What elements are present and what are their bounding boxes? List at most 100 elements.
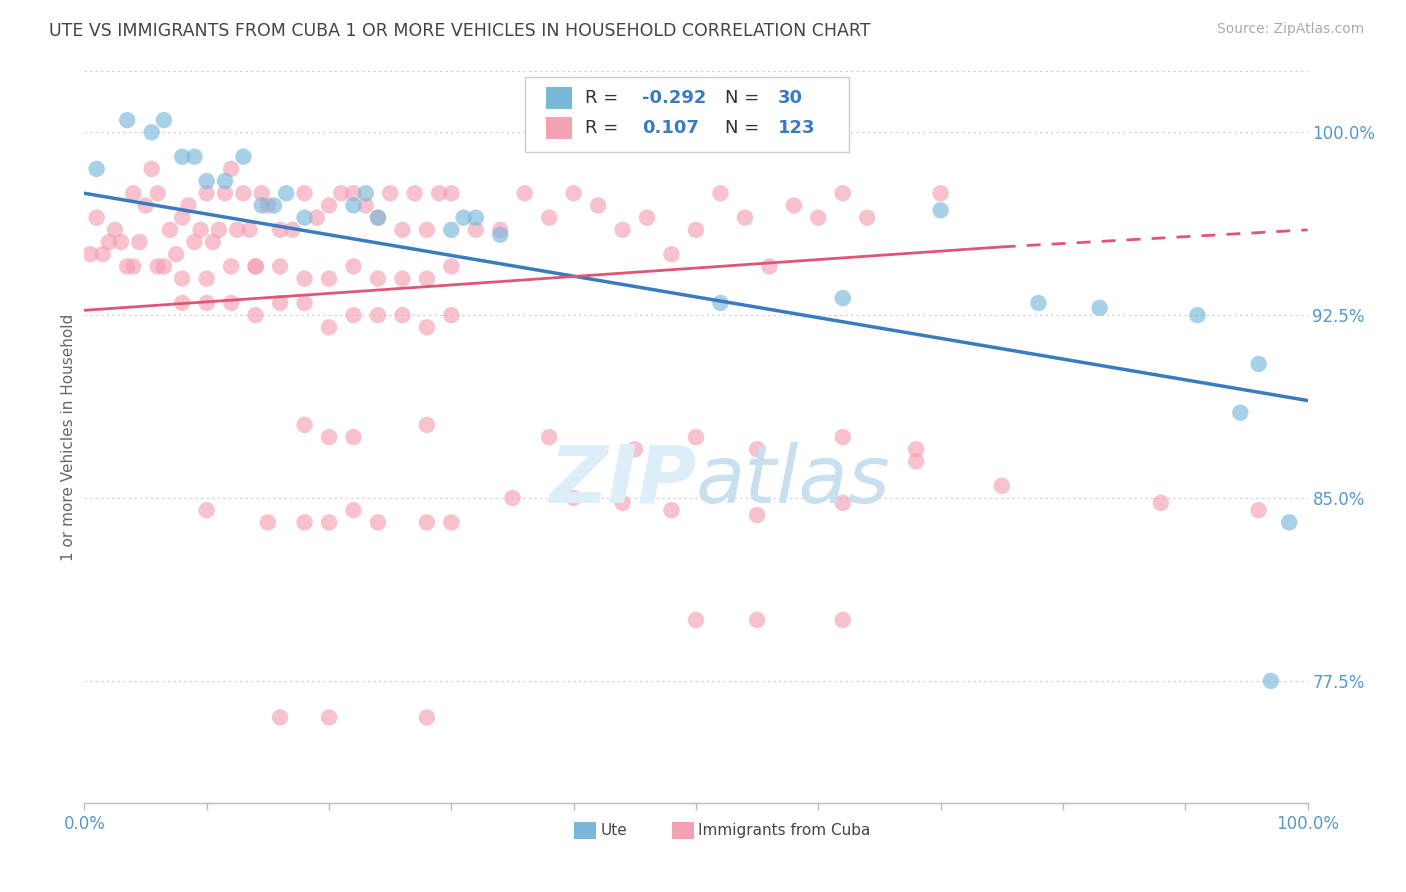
Point [183, 235, 205, 249]
Point [195, 503, 218, 517]
Point [783, 198, 806, 212]
Point [342, 503, 364, 517]
Point [538, 211, 561, 225]
Point [367, 211, 389, 225]
Point [831, 186, 853, 201]
Point [165, 247, 187, 261]
Text: Ute: Ute [600, 823, 627, 838]
Point [195, 271, 218, 285]
Point [905, 442, 928, 457]
Point [86, 211, 108, 225]
Point [661, 503, 683, 517]
Point [122, 260, 145, 274]
Text: 123: 123 [778, 120, 815, 137]
Point [257, 198, 280, 212]
Point [661, 247, 683, 261]
Point [612, 496, 634, 510]
Text: 0.107: 0.107 [643, 120, 699, 137]
Point [318, 710, 340, 724]
Point [1247, 503, 1270, 517]
Point [257, 516, 280, 530]
Point [128, 235, 150, 249]
Point [416, 271, 439, 285]
Point [281, 223, 304, 237]
Text: atlas: atlas [696, 442, 891, 520]
Point [294, 186, 316, 201]
Point [1260, 673, 1282, 688]
Point [342, 260, 364, 274]
Point [929, 186, 952, 201]
Point [391, 223, 413, 237]
Point [141, 125, 163, 139]
Point [245, 260, 267, 274]
Point [201, 235, 224, 249]
Point [318, 430, 340, 444]
Point [318, 271, 340, 285]
Text: 30: 30 [778, 89, 803, 107]
Point [1278, 516, 1301, 530]
Point [250, 186, 273, 201]
Text: R =: R = [585, 89, 624, 107]
Point [1088, 301, 1111, 315]
Point [831, 496, 853, 510]
Point [453, 211, 475, 225]
Point [747, 442, 769, 457]
Text: N =: N = [725, 89, 765, 107]
Point [440, 186, 463, 201]
Point [238, 223, 260, 237]
Point [146, 186, 169, 201]
Point [342, 198, 364, 212]
Point [1247, 357, 1270, 371]
Point [195, 296, 218, 310]
Point [153, 113, 176, 128]
Point [183, 150, 205, 164]
FancyBboxPatch shape [524, 78, 849, 152]
Point [416, 223, 439, 237]
Point [115, 260, 138, 274]
Point [391, 271, 413, 285]
Point [263, 198, 285, 212]
Point [141, 161, 163, 176]
Point [489, 223, 512, 237]
Point [831, 430, 853, 444]
Point [856, 211, 879, 225]
Point [1187, 308, 1209, 322]
Point [709, 296, 731, 310]
Text: Source: ZipAtlas.com: Source: ZipAtlas.com [1216, 22, 1364, 37]
Point [190, 223, 212, 237]
Point [685, 430, 707, 444]
Point [91, 247, 114, 261]
Point [416, 417, 439, 432]
Bar [672, 822, 693, 839]
Bar [546, 118, 572, 139]
Point [380, 186, 402, 201]
Point [354, 186, 377, 201]
Point [269, 296, 291, 310]
Point [226, 223, 249, 237]
Point [269, 223, 291, 237]
Point [427, 186, 450, 201]
Point [219, 161, 242, 176]
Bar [546, 87, 572, 110]
Text: ZIP: ZIP [548, 442, 696, 520]
Point [440, 223, 463, 237]
Point [758, 260, 780, 274]
Point [172, 150, 194, 164]
Point [612, 223, 634, 237]
Point [219, 296, 242, 310]
Point [464, 211, 486, 225]
Point [294, 516, 316, 530]
Point [367, 516, 389, 530]
Point [391, 308, 413, 322]
Point [294, 417, 316, 432]
Point [86, 161, 108, 176]
Point [440, 308, 463, 322]
Point [159, 223, 181, 237]
Text: Immigrants from Cuba: Immigrants from Cuba [699, 823, 870, 838]
Point [219, 260, 242, 274]
Point [214, 186, 236, 201]
Point [294, 296, 316, 310]
Point [104, 223, 127, 237]
Point [538, 430, 561, 444]
Point [624, 442, 647, 457]
